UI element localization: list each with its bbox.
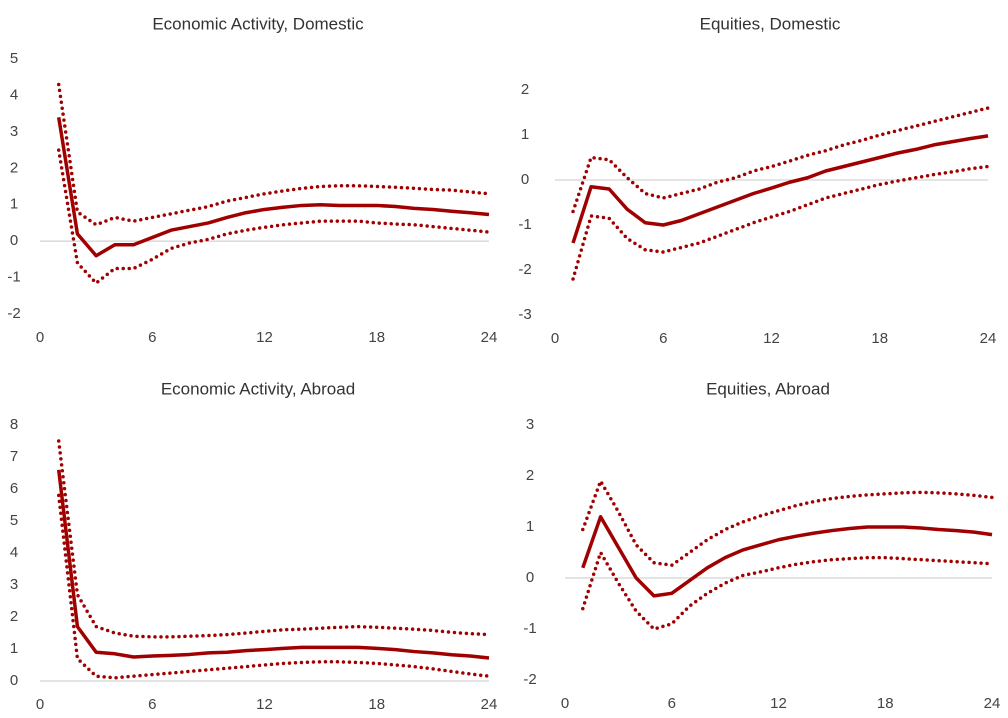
panel-title: Equities, Domestic: [700, 14, 841, 33]
y-tick-label: 0: [10, 672, 18, 689]
y-tick-label: -2: [518, 261, 531, 278]
x-tick-label: 24: [980, 330, 997, 347]
x-tick-label: 12: [763, 330, 780, 347]
y-tick-label: 1: [521, 126, 529, 143]
x-tick-label: 24: [481, 329, 498, 346]
y-tick-label: -1: [518, 216, 531, 233]
x-tick-label: 24: [481, 696, 498, 713]
y-tick-label: -1: [7, 269, 20, 286]
x-tick-label: 12: [256, 329, 273, 346]
y-tick-label: 3: [10, 576, 18, 593]
y-tick-label: -1: [523, 620, 536, 637]
x-tick-label: 12: [770, 695, 787, 712]
panel-title: Economic Activity, Domestic: [152, 14, 364, 33]
x-tick-label: 0: [36, 696, 44, 713]
y-tick-label: 2: [10, 159, 18, 176]
x-tick-label: 24: [984, 695, 1001, 712]
y-tick-label: 4: [10, 86, 18, 103]
band-line: [571, 106, 990, 214]
response-line: [56, 469, 490, 660]
x-tick-label: 6: [659, 330, 667, 347]
x-tick-label: 18: [368, 696, 385, 713]
panel-title: Economic Activity, Abroad: [161, 379, 355, 398]
y-tick-label: 2: [526, 467, 534, 484]
x-tick-label: 6: [148, 696, 156, 713]
band-line: [56, 439, 491, 639]
y-tick-label: 6: [10, 480, 18, 497]
panel-title: Equities, Abroad: [706, 379, 830, 398]
x-tick-label: 18: [871, 330, 888, 347]
x-tick-label: 12: [256, 696, 273, 713]
response-line: [571, 134, 989, 244]
y-tick-label: 5: [10, 512, 18, 529]
band-line: [56, 82, 491, 227]
y-tick-label: 1: [10, 196, 18, 213]
response-line: [56, 117, 490, 258]
y-tick-label: 0: [521, 171, 529, 188]
y-tick-label: 2: [521, 81, 529, 98]
y-tick-label: 0: [526, 569, 534, 586]
y-tick-label: -2: [7, 305, 20, 322]
x-tick-label: 0: [551, 330, 559, 347]
x-tick-label: 18: [368, 329, 385, 346]
y-tick-label: 1: [10, 640, 18, 657]
x-tick-label: 6: [668, 695, 676, 712]
y-tick-label: -2: [523, 671, 536, 688]
response-line: [581, 515, 993, 598]
band-line: [56, 148, 491, 285]
y-tick-label: 5: [10, 50, 18, 67]
x-tick-label: 6: [148, 329, 156, 346]
y-tick-label: 4: [10, 544, 18, 561]
y-tick-label: 3: [10, 123, 18, 140]
y-tick-label: 3: [526, 416, 534, 433]
band-line: [581, 479, 994, 567]
x-tick-label: 0: [36, 329, 44, 346]
y-tick-label: 2: [10, 608, 18, 625]
y-tick-label: -3: [518, 306, 531, 323]
y-tick-label: 0: [10, 232, 18, 249]
band-line: [581, 550, 994, 631]
x-tick-label: 18: [877, 695, 894, 712]
y-tick-label: 1: [526, 518, 534, 535]
x-tick-label: 0: [561, 695, 569, 712]
y-tick-label: 8: [10, 416, 18, 433]
y-tick-label: 7: [10, 448, 18, 465]
